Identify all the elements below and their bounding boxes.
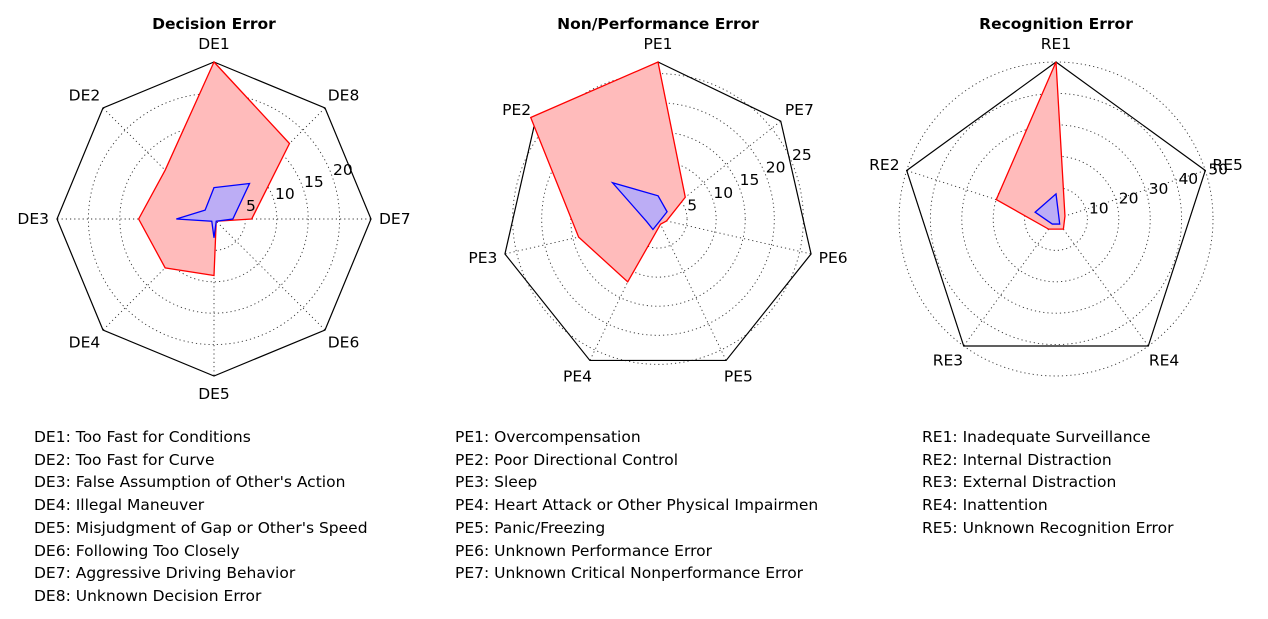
radial-tick-label: 20 (333, 161, 353, 179)
legend-entry: DE5: Misjudgment of Gap or Other's Speed (34, 518, 368, 537)
radial-grid-circle (628, 189, 688, 249)
radial-grid-circle (929, 92, 1183, 346)
legend-entry: DE3: False Assumption of Other's Action (34, 473, 346, 492)
axis-label-re4: RE4 (1149, 352, 1179, 370)
radial-tick-label: 20 (1119, 190, 1139, 208)
legend-entry: DE1: Too Fast for Conditions (34, 428, 251, 446)
legend-entry: PE3: Sleep (455, 473, 538, 492)
legend-entry: PE5: Panic/Freezing (455, 518, 606, 537)
axis-label-pe6: PE6 (819, 249, 848, 267)
series-1-area (530, 62, 686, 282)
radial-tick-label: 20 (766, 159, 786, 177)
chart-title: Non/Performance Error (557, 15, 759, 33)
radar-chart-2: Non/Performance Error PE1 PE7 PE6 PE5 PE4 PE3 P… (468, 15, 847, 386)
spoke-line (963, 218, 1057, 347)
legend-entry: RE5: Unknown Recognition Error (922, 518, 1174, 537)
radial-grid-circle (150, 155, 278, 283)
series-1-line (137, 60, 291, 277)
axis-label-de7: DE7 (379, 210, 411, 228)
series-1-area (996, 62, 1065, 230)
radial-tick-label: 10 (275, 185, 295, 203)
spoke-line (1055, 218, 1149, 347)
performance-error-legend: PE1: Overcompensation PE2: Poor Direction… (455, 426, 818, 585)
series-2-line (1034, 192, 1061, 225)
radial-tick-label: 5 (246, 197, 256, 215)
chart-title: Recognition Error (979, 15, 1133, 33)
radial-tick-label: 10 (713, 184, 733, 202)
legend-entry: PE2: Poor Directional Control (455, 450, 678, 469)
radar-chart-1: Decision Error DE1 DE8 DE7 DE6 DE5 DE4 DE3 DE2 5 1… (17, 15, 410, 403)
radial-grid-circle (961, 124, 1151, 314)
series-2-area (612, 182, 668, 230)
axis-label-re5: RE5 (1212, 156, 1242, 174)
series-2-area (176, 183, 250, 238)
chart-title: Decision Error (152, 15, 276, 33)
radial-tick-label: 10 (1089, 199, 1109, 217)
axis-label-re3: RE3 (933, 352, 963, 370)
radial-tick-label: 30 (1149, 180, 1169, 198)
legend-entry: PE4: Heart Attack or Other Physical Impa… (455, 496, 819, 515)
axis-label-de5: DE5 (198, 385, 230, 403)
axis-label-de8: DE8 (328, 86, 360, 104)
radial-tick-label: 5 (687, 196, 697, 214)
legend-entry: DE2: Too Fast for Curve (34, 450, 215, 469)
legend-entry: DE8: Unknown Decision Error (34, 586, 262, 605)
series-2-line (176, 182, 251, 238)
axis-label-pe3: PE3 (468, 249, 497, 267)
radial-tick-label: 50 (1208, 160, 1228, 178)
radial-grid-circle (541, 102, 775, 336)
legend-entry: DE7: Aggressive Driving Behavior (34, 564, 296, 583)
radial-grid-circle (992, 155, 1120, 283)
axis-label-de4: DE4 (69, 334, 101, 352)
axis-label-re2: RE2 (869, 156, 899, 174)
legend-entry: PE7: Unknown Critical Nonperformance Err… (455, 564, 804, 583)
axis-label-pe1: PE1 (643, 35, 672, 53)
recognition-error-legend: RE1: Inadequate Surveillance RE2: Interna… (922, 426, 1173, 540)
series-1-area (138, 62, 290, 276)
radial-tick-label: 15 (304, 173, 324, 191)
axis-label-de2: DE2 (69, 86, 101, 104)
axis-label-de6: DE6 (328, 334, 360, 352)
spoke-line (657, 218, 727, 361)
axis-label-pe4: PE4 (563, 368, 592, 386)
axis-label-pe2: PE2 (502, 101, 531, 119)
legend-entry: DE4: Illegal Maneuver (34, 496, 205, 515)
series-1-line (529, 61, 686, 283)
series-2-line (610, 181, 668, 231)
legend-entry: DE6: Following Too Closely (34, 541, 240, 560)
legend-entry: RE1: Inadequate Surveillance (922, 428, 1151, 446)
radial-tick-label: 40 (1178, 170, 1198, 188)
radial-tick-label: 15 (740, 171, 760, 189)
spoke-line (213, 218, 326, 331)
radar-frame (56, 61, 372, 377)
radial-tick-label: 25 (792, 146, 812, 164)
axis-label-pe5: PE5 (724, 368, 753, 386)
axis-label-re1: RE1 (1041, 35, 1071, 53)
radar-frame (504, 61, 812, 362)
legend-entry: PE6: Unknown Performance Error (455, 541, 712, 560)
radial-grid-circle (87, 92, 341, 346)
legend-entry: RE4: Inattention (922, 496, 1048, 515)
series-1-line (995, 61, 1066, 230)
legend-entry: RE3: External Distraction (922, 473, 1117, 492)
spoke-line (1055, 170, 1206, 220)
series-2-area (1035, 193, 1060, 225)
axis-label-de1: DE1 (198, 35, 230, 53)
radial-grid-circle (119, 124, 309, 314)
spoke-line (657, 218, 812, 255)
decision-error-legend: DE1: Too Fast for Conditions DE2: Too Fas… (34, 426, 368, 608)
axis-label-de3: DE3 (17, 210, 49, 228)
radar-chart-3: Recognition Error RE1 RE5 RE4 RE3 RE2 10 20 30 40… (869, 15, 1243, 377)
legend-entry: PE1: Overcompensation (455, 428, 641, 446)
axis-label-pe7: PE7 (785, 101, 814, 119)
radar-frame (905, 61, 1207, 347)
legend-entry: RE2: Internal Distraction (922, 450, 1112, 469)
